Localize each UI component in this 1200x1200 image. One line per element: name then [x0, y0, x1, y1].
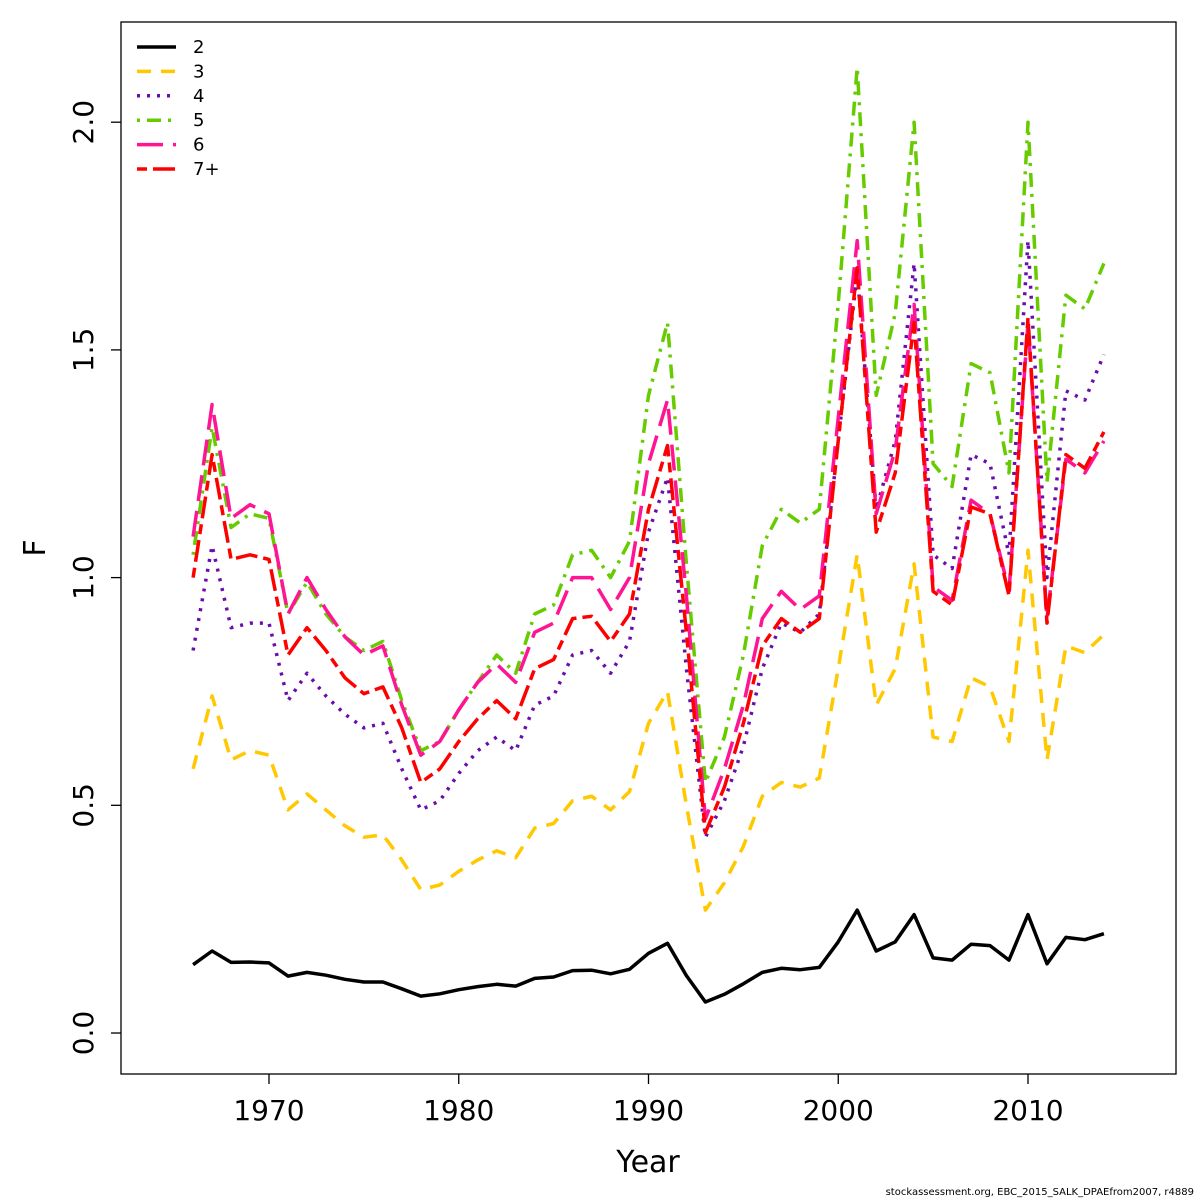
- series-line-5: [191, 65, 1106, 785]
- footer-note: stockassessment.org, EBC_2015_SALK_DPAEf…: [885, 1187, 1194, 1198]
- legend: 2 3 4 5 6 7+: [137, 37, 220, 180]
- x-axis-title: Year: [615, 1145, 680, 1180]
- series-line-7plus: [191, 266, 1106, 835]
- y-tick-label: 1.5: [67, 328, 100, 373]
- plot-frame: [120, 21, 1177, 1075]
- x-tick-label: 2000: [803, 1094, 874, 1127]
- series-line-2: [192, 908, 1105, 1004]
- legend-label: 3: [193, 61, 204, 82]
- y-tick-label: 0.5: [67, 783, 100, 828]
- series-line-3: [191, 548, 1106, 912]
- legend-label: 7+: [193, 159, 220, 180]
- y-axis-title: F: [18, 539, 53, 556]
- series-lines: [191, 65, 1106, 1004]
- x-tick-label: 1970: [233, 1094, 304, 1127]
- legend-label: 6: [193, 135, 204, 156]
- legend-label: 2: [193, 37, 204, 58]
- x-tick-label: 1990: [613, 1094, 684, 1127]
- legend-label: 4: [193, 86, 204, 107]
- axis-ticks: 1970 1980 1990 2000 2010 0.0 0.5 1.0 1.5 2.0: [67, 100, 1064, 1127]
- y-tick-label: 1.0: [67, 555, 100, 600]
- x-tick-label: 1980: [423, 1094, 494, 1127]
- legend-label: 5: [193, 110, 204, 131]
- series-line-4: [191, 238, 1106, 839]
- x-tick-label: 2010: [992, 1094, 1063, 1127]
- y-tick-label: 2.0: [67, 100, 100, 145]
- y-tick-label: 0.0: [67, 1011, 100, 1056]
